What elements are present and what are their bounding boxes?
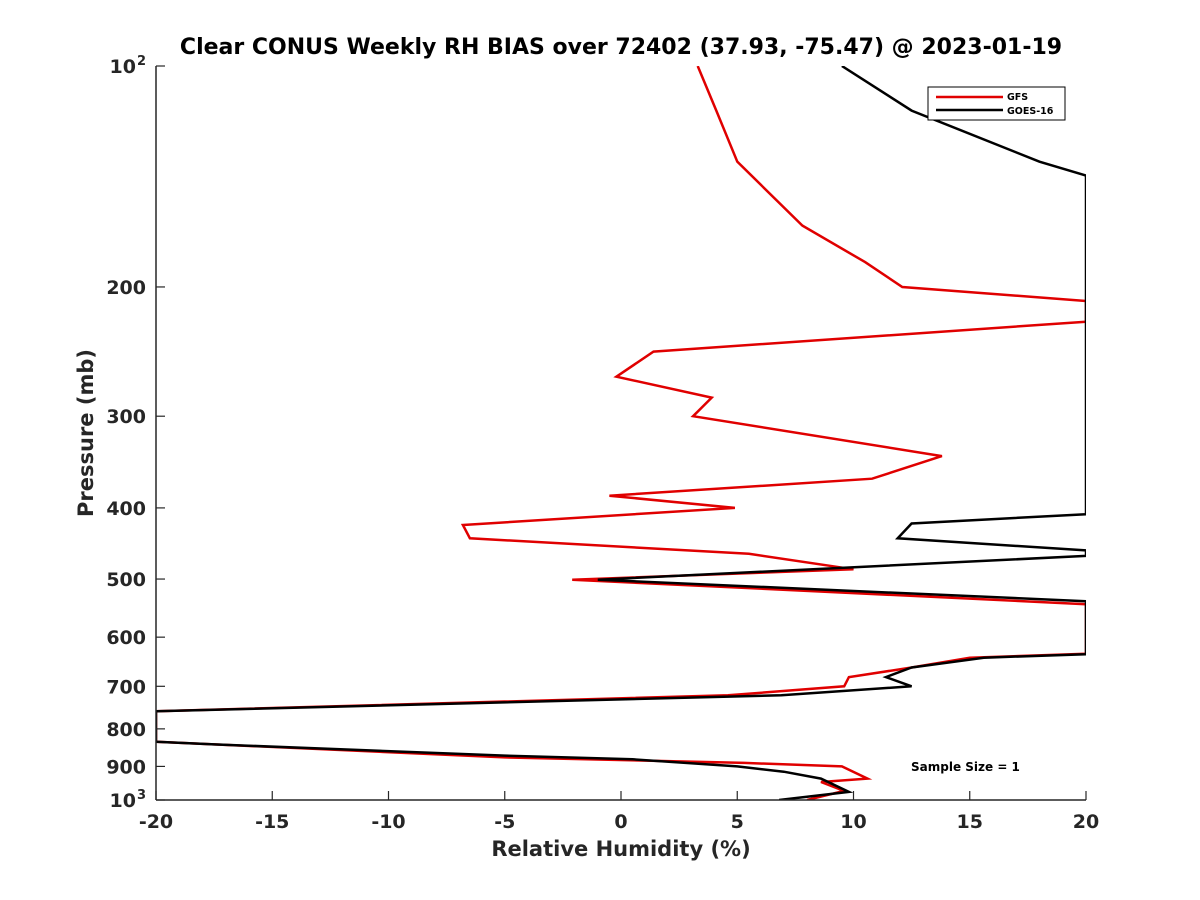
y-tick-exponent: 3 <box>137 788 146 803</box>
y-tick-label: 300 <box>106 406 146 428</box>
chart-title: Clear CONUS Weekly RH BIAS over 72402 (3… <box>180 35 1062 60</box>
x-tick-label: -15 <box>255 811 289 833</box>
y-axis-label: Pressure (mb) <box>74 349 98 517</box>
y-tick-label: 400 <box>106 498 146 520</box>
x-tick-label: -5 <box>494 811 515 833</box>
x-tick-label: 20 <box>1073 811 1099 833</box>
legend: GFS GOES-16 <box>927 86 1066 121</box>
x-tick-label: 10 <box>840 811 866 833</box>
y-tick-exponent: 2 <box>137 54 146 69</box>
legend-box <box>927 86 1066 121</box>
series-line-goes-16 <box>156 66 1086 800</box>
legend-label-goes16: GOES-16 <box>1007 106 1054 117</box>
y-tick-label: 200 <box>106 277 146 299</box>
sample-size-annotation: Sample Size = 1 <box>911 760 1020 774</box>
x-axis-label: Relative Humidity (%) <box>491 837 750 861</box>
y-tick-label: 700 <box>106 676 146 698</box>
y-tick-label: 900 <box>106 756 146 778</box>
x-tick-label: 15 <box>957 811 983 833</box>
series-layer <box>156 66 1086 800</box>
x-tick-label: 0 <box>614 811 627 833</box>
x-tick-label: 5 <box>731 811 744 833</box>
y-tick-label: 800 <box>106 719 146 741</box>
x-tick-label: -10 <box>371 811 405 833</box>
y-tick-label: 600 <box>106 627 146 649</box>
y-tick-label: 10 <box>110 790 136 812</box>
series-line-gfs <box>156 66 1086 800</box>
legend-label-gfs: GFS <box>1007 92 1028 103</box>
x-tick-label: -20 <box>139 811 173 833</box>
y-tick-label: 500 <box>106 569 146 591</box>
x-ticks: -20 -15 -10 -5 0 5 10 15 20 <box>139 791 1099 833</box>
y-tick-label: 10 <box>110 56 136 78</box>
